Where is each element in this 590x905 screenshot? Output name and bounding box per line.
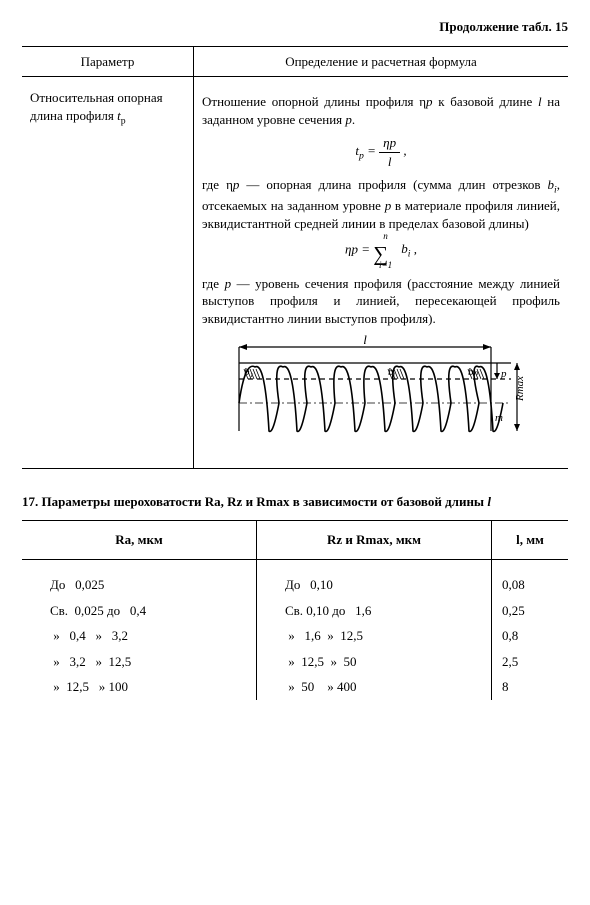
svg-text:Rmax: Rmax <box>514 376 526 402</box>
table-cell: 2,5 <box>492 649 569 675</box>
profile-diagram: l b₁ bᵢ bₙ Rmaxp m <box>202 333 560 458</box>
table-cell: Св. 0,025 до 0,4 <box>22 598 257 624</box>
table-cell: » 12,5 » 50 <box>257 649 492 675</box>
def-intro: Отношение опорной длины профиля ηp к баз… <box>202 93 560 128</box>
svg-text:m: m <box>495 412 503 424</box>
svg-text:bₙ: bₙ <box>468 366 479 378</box>
table-cell: 8 <box>492 674 569 700</box>
table-row: » 0,4 » 3,2 » 1,6 » 12,50,8 <box>22 623 568 649</box>
continuation-label: Продолжение табл. 15 <box>22 18 568 36</box>
table-cell: Св. 0,10 до 1,6 <box>257 598 492 624</box>
formula-etap: ηp = ∑ni=1bi , <box>202 238 560 269</box>
def-param-cell: Относительная опорная длина профиля tp <box>22 77 194 469</box>
table-cell: » 0,4 » 3,2 <box>22 623 257 649</box>
def-mid: где ηp — опорная длина профиля (сумма дл… <box>202 176 560 232</box>
table-cell: 0,25 <box>492 598 569 624</box>
table-row: » 12,5 » 100 » 50 » 4008 <box>22 674 568 700</box>
def-end: где p — уровень сечения профиля (расстоя… <box>202 275 560 328</box>
definition-table: Параметр Определение и расчетная формула… <box>22 46 568 469</box>
table-row: Св. 0,025 до 0,4Св. 0,10 до 1,60,25 <box>22 598 568 624</box>
def-body-cell: Отношение опорной длины профиля ηp к баз… <box>194 77 569 469</box>
def-header-right: Определение и расчетная формула <box>194 46 569 77</box>
table-cell: » 12,5 » 100 <box>22 674 257 700</box>
table-cell: До 0,10 <box>257 559 492 597</box>
data-header-1: Rz и Rmax, мкм <box>257 521 492 560</box>
table-cell: » 3,2 » 12,5 <box>22 649 257 675</box>
table-cell: До 0,025 <box>22 559 257 597</box>
data-header-0: Ra, мкм <box>22 521 257 560</box>
table-row: » 3,2 » 12,5 » 12,5 » 502,5 <box>22 649 568 675</box>
svg-text:l: l <box>363 333 367 347</box>
formula-tp: tp = ηpl , <box>202 134 560 170</box>
def-header-left: Параметр <box>22 46 194 77</box>
svg-text:bᵢ: bᵢ <box>388 366 396 378</box>
profile-diagram-svg: l b₁ bᵢ bₙ Rmaxp m <box>221 333 541 453</box>
table-cell: » 1,6 » 12,5 <box>257 623 492 649</box>
section-17-title: 17. Параметры шероховатости Ra, Rz и Rma… <box>22 493 568 511</box>
roughness-table: Ra, мкмRz и Rmax, мкмl, мм До 0,025До 0,… <box>22 520 568 699</box>
svg-text:b₁: b₁ <box>244 366 254 378</box>
data-header-2: l, мм <box>492 521 569 560</box>
table-cell: 0,08 <box>492 559 569 597</box>
svg-text:p: p <box>500 368 507 380</box>
table-cell: » 50 » 400 <box>257 674 492 700</box>
table-row: До 0,025До 0,100,08 <box>22 559 568 597</box>
table-cell: 0,8 <box>492 623 569 649</box>
